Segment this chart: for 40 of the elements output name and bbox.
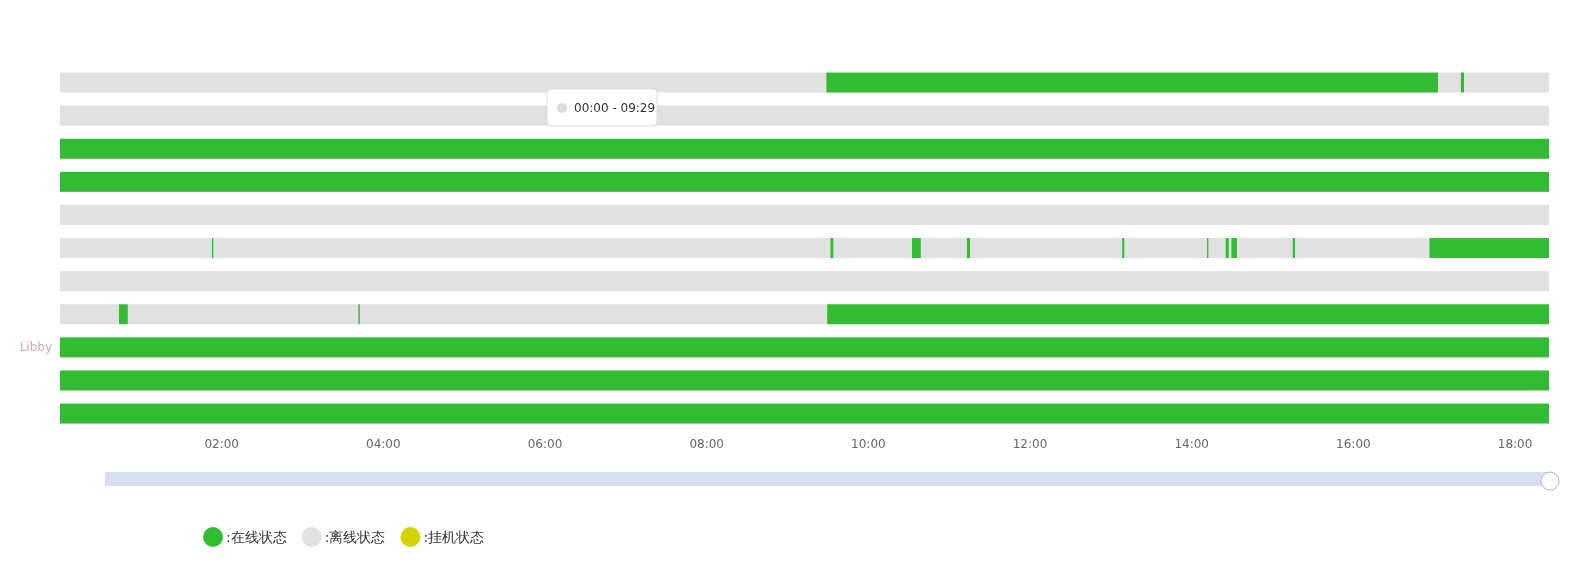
bar	[60, 238, 212, 259]
x-tick-label: 04:00	[366, 437, 401, 451]
x-tick-label: 08:00	[689, 437, 724, 451]
bar	[60, 204, 1549, 225]
bar	[60, 304, 120, 325]
bar	[1295, 238, 1430, 259]
x-tick-label: 18:00	[1497, 437, 1533, 451]
bar	[1464, 72, 1549, 93]
bar	[1124, 238, 1208, 259]
x-tick-label: 12:00	[1012, 437, 1048, 451]
bar	[1429, 238, 1549, 259]
x-tick-label: 02:00	[204, 437, 239, 451]
bar	[833, 238, 913, 259]
bar	[127, 304, 359, 325]
bar	[359, 304, 828, 325]
x-tick-label: 10:00	[851, 437, 886, 451]
annotation: 00:00 - 09:29	[574, 101, 656, 115]
bar	[213, 238, 831, 259]
bar	[827, 304, 1549, 325]
x-tick-label: 16:00	[1336, 437, 1371, 451]
x-tick-label: 14:00	[1174, 437, 1209, 451]
legend-label: :在线状态	[226, 529, 287, 545]
bar	[60, 138, 1549, 159]
x-tick-label: 06:00	[527, 437, 563, 451]
bar	[119, 304, 128, 325]
bar	[60, 171, 1549, 192]
bar	[920, 238, 967, 259]
y-tick-label: Libby	[19, 340, 52, 355]
bar	[1208, 238, 1226, 259]
bar	[1236, 238, 1293, 259]
bar	[912, 238, 921, 259]
bar	[1438, 72, 1461, 93]
legend-label: :离线状态	[324, 529, 386, 545]
bar	[60, 271, 1549, 292]
bar	[60, 337, 1549, 358]
bar	[826, 72, 1439, 93]
legend-label: :挂机状态	[423, 529, 485, 545]
bar	[970, 238, 1123, 259]
bar	[60, 403, 1549, 424]
bar	[60, 370, 1549, 391]
